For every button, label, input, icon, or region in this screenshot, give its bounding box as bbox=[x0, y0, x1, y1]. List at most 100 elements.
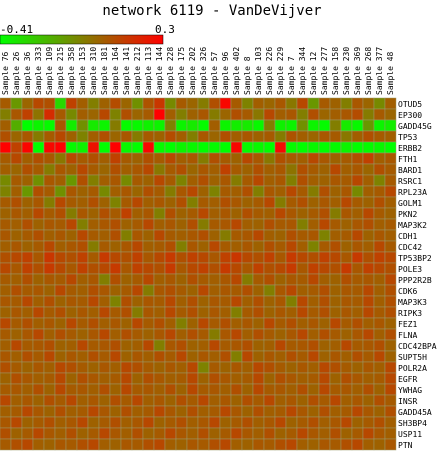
heatmap-cell bbox=[230, 262, 243, 275]
heatmap-cell bbox=[285, 284, 298, 297]
heatmap-cell bbox=[285, 394, 298, 407]
heatmap-cell bbox=[186, 416, 199, 429]
heatmap-cell bbox=[54, 119, 67, 132]
heatmap-cell bbox=[131, 394, 144, 407]
heatmap-cell bbox=[219, 339, 232, 352]
heatmap-cell bbox=[120, 141, 133, 154]
heatmap-cell bbox=[208, 130, 221, 143]
row-labels: OTUD5 EP300 GADD45G TP53 ERBB2 FTH1 BARD1 RSRC1… bbox=[398, 100, 437, 450]
heatmap-cell bbox=[208, 251, 221, 264]
heatmap-cell bbox=[153, 185, 166, 198]
column-label: Sample 144 bbox=[155, 47, 164, 95]
heatmap-cell bbox=[98, 240, 111, 253]
heatmap-cell bbox=[153, 240, 166, 253]
heatmap-cell bbox=[142, 361, 155, 374]
heatmap-cell bbox=[98, 416, 111, 429]
heatmap-cell bbox=[274, 207, 287, 220]
heatmap-cell bbox=[241, 317, 254, 330]
heatmap-cell bbox=[76, 174, 89, 187]
heatmap-cell bbox=[362, 251, 375, 264]
heatmap-cell bbox=[87, 350, 100, 363]
heatmap-cell bbox=[54, 108, 67, 121]
heatmap-cell bbox=[384, 97, 397, 110]
column-label: Sample 57 bbox=[210, 51, 219, 95]
heatmap-cell bbox=[362, 295, 375, 308]
heatmap-cell bbox=[263, 229, 276, 242]
heatmap-cell bbox=[142, 218, 155, 231]
heatmap-cell bbox=[285, 141, 298, 154]
heatmap-cell bbox=[252, 130, 265, 143]
heatmap-cell bbox=[340, 295, 353, 308]
heatmap-cell bbox=[21, 306, 34, 319]
heatmap-cell bbox=[109, 185, 122, 198]
column-label: Sample 377 bbox=[375, 47, 384, 95]
heatmap-cell bbox=[0, 207, 12, 220]
heatmap-cell bbox=[153, 273, 166, 286]
heatmap-cell bbox=[109, 405, 122, 418]
heatmap-cell bbox=[230, 229, 243, 242]
heatmap-cell bbox=[120, 240, 133, 253]
heatmap-cell bbox=[120, 394, 133, 407]
heatmap-cell bbox=[76, 273, 89, 286]
heatmap-cell bbox=[219, 372, 232, 385]
heatmap-cell bbox=[76, 163, 89, 176]
heatmap-cell bbox=[21, 284, 34, 297]
heatmap-cell bbox=[230, 427, 243, 440]
heatmap-cell bbox=[54, 427, 67, 440]
heatmap-cell bbox=[131, 273, 144, 286]
heatmap-cell bbox=[241, 119, 254, 132]
heatmap-cell bbox=[351, 240, 364, 253]
heatmap-cell bbox=[252, 174, 265, 187]
heatmap-cell bbox=[351, 295, 364, 308]
heatmap-cell bbox=[76, 240, 89, 253]
heatmap-cell bbox=[362, 383, 375, 396]
heatmap-cell bbox=[296, 251, 309, 264]
heatmap-cell bbox=[142, 372, 155, 385]
heatmap-cell bbox=[384, 229, 397, 242]
heatmap-cell bbox=[285, 218, 298, 231]
heatmap-cell bbox=[219, 383, 232, 396]
heatmap-cell bbox=[43, 251, 56, 264]
heatmap-cell bbox=[307, 284, 320, 297]
heatmap-cell bbox=[10, 284, 23, 297]
heatmap-cell bbox=[87, 328, 100, 341]
heatmap-cell bbox=[109, 97, 122, 110]
heatmap-cell bbox=[197, 416, 210, 429]
heatmap-cell bbox=[43, 383, 56, 396]
column-label: Sample 228 bbox=[166, 47, 175, 95]
heatmap-cell bbox=[32, 108, 45, 121]
heatmap-cell bbox=[186, 196, 199, 209]
heatmap-cell bbox=[318, 97, 331, 110]
heatmap-cell bbox=[219, 185, 232, 198]
heatmap-cell bbox=[362, 130, 375, 143]
heatmap-cell bbox=[32, 284, 45, 297]
heatmap-cell bbox=[241, 108, 254, 121]
heatmap-cell bbox=[340, 229, 353, 242]
heatmap-cell bbox=[186, 229, 199, 242]
heatmap-cell bbox=[340, 317, 353, 330]
heatmap-cell bbox=[109, 229, 122, 242]
row-label: FTH1 bbox=[398, 155, 417, 164]
heatmap-cell bbox=[32, 427, 45, 440]
heatmap-cell bbox=[98, 185, 111, 198]
heatmap-cell bbox=[230, 416, 243, 429]
heatmap-cell bbox=[230, 207, 243, 220]
heatmap-cell bbox=[307, 262, 320, 275]
heatmap-cell bbox=[43, 427, 56, 440]
heatmap-cell bbox=[175, 383, 188, 396]
heatmap-cell bbox=[175, 394, 188, 407]
heatmap-cell bbox=[87, 416, 100, 429]
heatmap-cell bbox=[87, 163, 100, 176]
heatmap-cell bbox=[186, 427, 199, 440]
heatmap-cell bbox=[131, 218, 144, 231]
column-label: Sample 215 bbox=[56, 47, 65, 95]
heatmap-cell bbox=[43, 350, 56, 363]
heatmap-cell bbox=[32, 383, 45, 396]
heatmap-cell bbox=[307, 405, 320, 418]
heatmap-cell bbox=[252, 405, 265, 418]
heatmap-cell bbox=[142, 438, 155, 451]
heatmap-cell bbox=[329, 108, 342, 121]
heatmap-cell bbox=[142, 295, 155, 308]
heatmap-cell bbox=[32, 328, 45, 341]
heatmap-cell bbox=[373, 339, 386, 352]
